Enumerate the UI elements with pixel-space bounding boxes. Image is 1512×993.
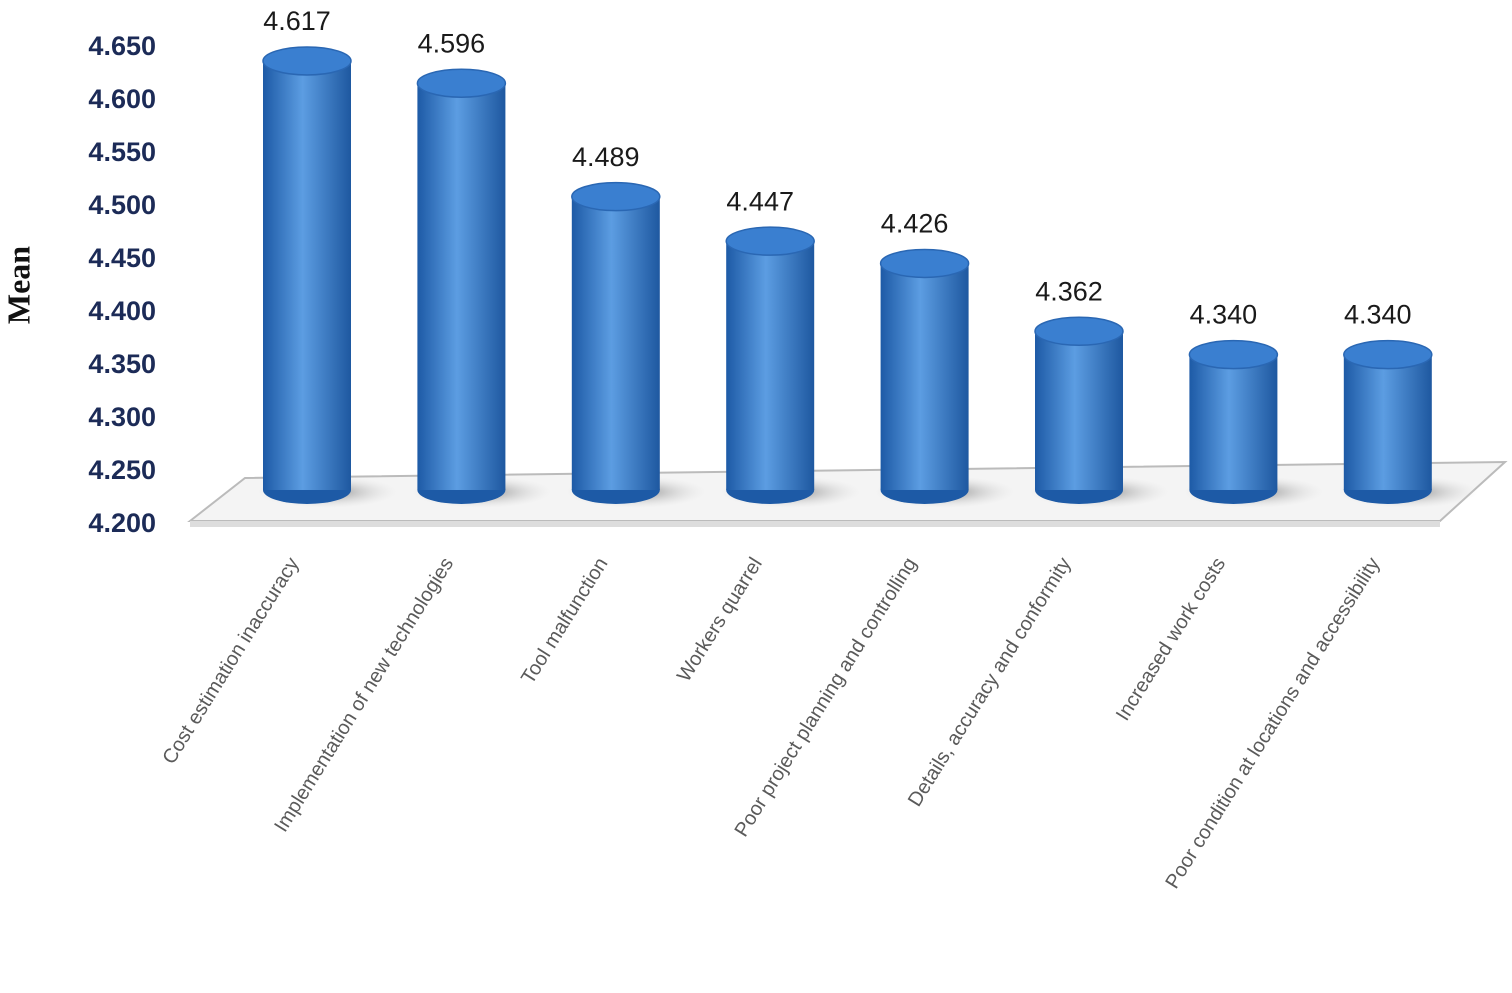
y-tick-label: 4.300 bbox=[88, 402, 156, 432]
bar bbox=[726, 241, 815, 490]
floor-edge bbox=[190, 521, 1440, 527]
bar-top bbox=[571, 181, 661, 212]
x-tick-label: Tool malfunction bbox=[517, 554, 612, 688]
bar bbox=[263, 60, 351, 490]
bar-top bbox=[725, 226, 815, 256]
value-label: 4.340 bbox=[1344, 300, 1412, 330]
x-tick-label: Increased work costs bbox=[1112, 554, 1230, 725]
value-label: 4.489 bbox=[572, 142, 640, 172]
bar-top bbox=[262, 46, 352, 76]
y-tick-label: 4.250 bbox=[88, 455, 156, 485]
bar bbox=[1343, 354, 1432, 490]
x-tick-label: Cost estimation inaccuracy bbox=[158, 554, 303, 768]
y-tick-label: 4.350 bbox=[88, 349, 156, 379]
value-label: 4.617 bbox=[263, 6, 331, 36]
x-tick-label: Details, accuracy and conformity bbox=[904, 554, 1076, 811]
value-label: 4.426 bbox=[881, 209, 949, 239]
y-tick-label: 4.600 bbox=[88, 84, 156, 114]
bar bbox=[417, 83, 506, 491]
y-tick-label: 4.550 bbox=[88, 137, 156, 167]
y-tick-label: 4.400 bbox=[88, 296, 156, 326]
bar-top bbox=[1343, 339, 1433, 370]
y-tick-label: 4.450 bbox=[88, 243, 156, 273]
bar bbox=[571, 196, 660, 490]
value-label: 4.596 bbox=[418, 28, 486, 58]
y-axis-title: Mean bbox=[0, 246, 36, 324]
bar-top bbox=[416, 68, 507, 98]
bar-top bbox=[879, 248, 970, 279]
bar-top bbox=[1034, 316, 1124, 347]
value-label: 4.340 bbox=[1190, 300, 1258, 330]
x-tick-label: Implementation of new technologies bbox=[270, 554, 458, 836]
y-tick-label: 4.500 bbox=[88, 190, 156, 220]
bar bbox=[1189, 354, 1278, 490]
x-tick-label: Poor project planning and controlling bbox=[731, 554, 922, 841]
value-label: 4.362 bbox=[1035, 276, 1103, 306]
bar-top bbox=[1188, 339, 1279, 370]
bar bbox=[1035, 331, 1123, 490]
value-label: 4.447 bbox=[726, 186, 794, 216]
bar bbox=[880, 263, 969, 490]
y-tick-label: 4.650 bbox=[88, 31, 156, 61]
x-tick-label: Workers quarrel bbox=[673, 554, 767, 686]
y-tick-label: 4.200 bbox=[88, 508, 156, 538]
